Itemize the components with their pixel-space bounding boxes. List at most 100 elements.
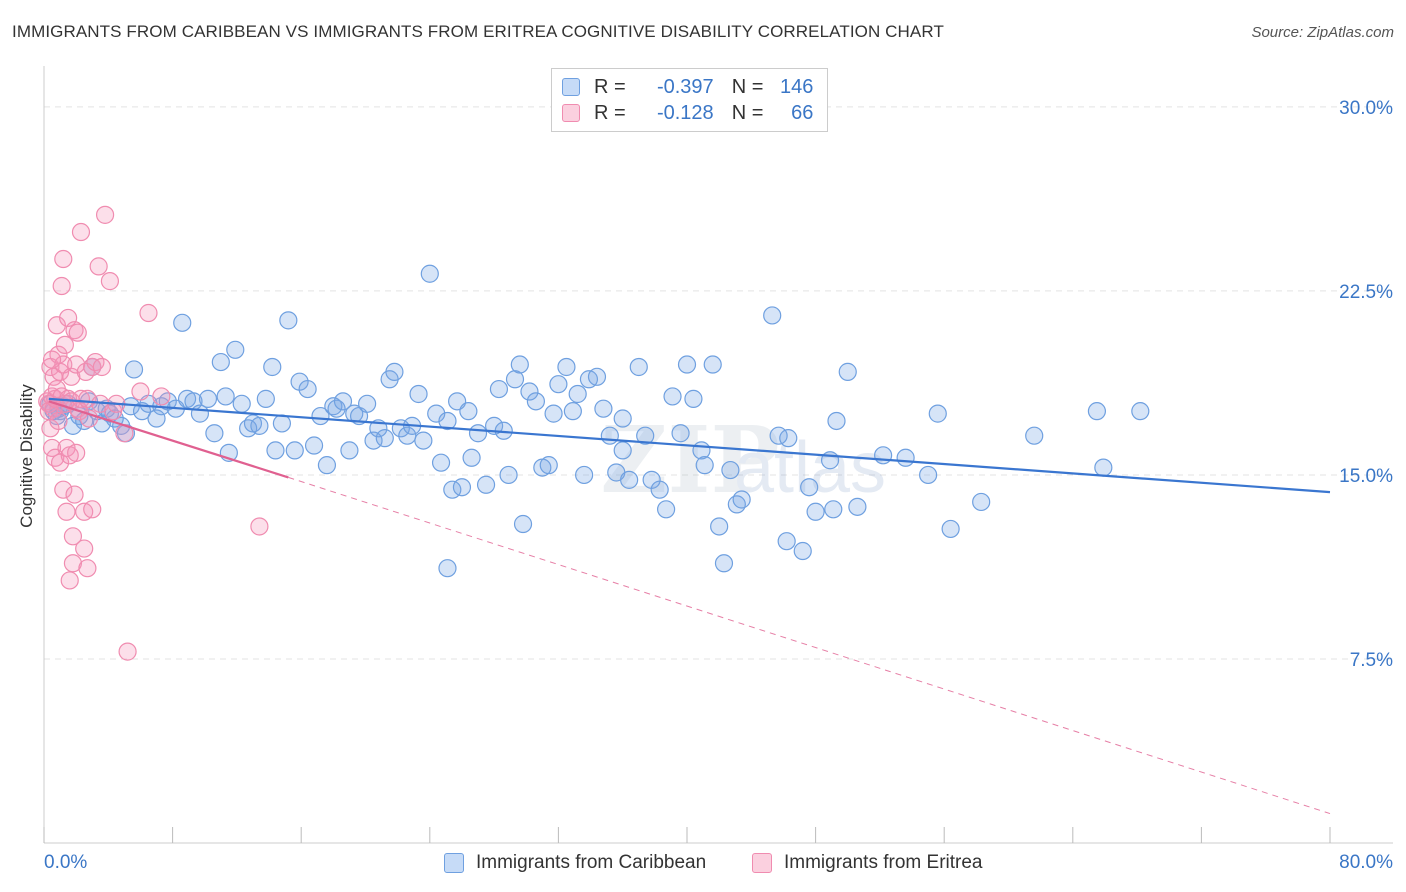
caribbean-points xyxy=(41,264,1150,578)
eritrea-point xyxy=(250,517,269,536)
caribbean-point xyxy=(703,355,722,374)
caribbean-point xyxy=(1094,458,1113,477)
caribbean-point xyxy=(721,460,740,480)
caribbean-point xyxy=(613,409,632,428)
caribbean-point xyxy=(340,441,359,460)
caribbean-point xyxy=(285,441,304,460)
caribbean-point xyxy=(838,362,857,381)
eritrea-swatch xyxy=(752,853,772,873)
caribbean-point xyxy=(824,500,843,519)
legend-n-value: 66 xyxy=(791,101,814,124)
caribbean-point xyxy=(468,424,488,443)
eritrea-point xyxy=(54,480,73,499)
eritrea-trend-extension xyxy=(288,476,1331,815)
caribbean-point xyxy=(1025,426,1044,445)
caribbean-point xyxy=(827,411,846,431)
caribbean-point xyxy=(710,517,729,536)
caribbean-point xyxy=(1131,402,1150,421)
caribbean-point xyxy=(779,429,798,448)
x-tick-min: 0.0% xyxy=(44,852,88,873)
caribbean-point xyxy=(256,389,275,408)
caribbean-point xyxy=(304,436,324,455)
caribbean-point xyxy=(489,379,509,399)
caribbean-point xyxy=(333,392,353,411)
caribbean-point xyxy=(539,456,558,475)
caribbean-point xyxy=(324,397,343,416)
y-tick-label: 30.0% xyxy=(1339,98,1393,119)
eritrea-point xyxy=(95,205,115,224)
caribbean-point xyxy=(124,360,144,379)
eritrea-point xyxy=(65,485,84,504)
caribbean-point xyxy=(663,387,682,406)
caribbean-point xyxy=(173,313,192,332)
caribbean-point xyxy=(848,497,867,516)
eritrea-point xyxy=(118,642,137,661)
caribbean-point xyxy=(438,411,457,431)
legend-r-label: R = xyxy=(594,101,626,124)
eritrea-point xyxy=(152,387,171,406)
caribbean-point xyxy=(311,406,330,426)
caribbean-point xyxy=(513,514,533,534)
caribbean-point xyxy=(358,394,377,413)
eritrea-point xyxy=(71,389,91,408)
caribbean-point xyxy=(919,465,938,485)
legend-r-label: R = xyxy=(594,75,626,98)
caribbean-point xyxy=(205,424,224,443)
caribbean-point xyxy=(695,456,714,475)
caribbean-point xyxy=(657,500,676,519)
legend-n-label: N = xyxy=(731,75,764,98)
caribbean-point xyxy=(557,357,576,377)
eritrea-point xyxy=(55,335,74,355)
eritrea-point xyxy=(92,357,111,377)
y-tick-label: 15.0% xyxy=(1339,466,1393,487)
eritrea-trend-line xyxy=(48,400,289,479)
caribbean-point xyxy=(793,541,812,561)
caribbean-point xyxy=(600,426,619,445)
eritrea-point xyxy=(47,316,66,335)
legend-r-value: -0.397 xyxy=(656,75,714,98)
eritrea-swatch xyxy=(562,104,580,122)
caribbean-point xyxy=(375,429,394,448)
eritrea-point xyxy=(75,539,94,558)
caribbean-point xyxy=(499,465,518,485)
caribbean-point xyxy=(317,456,337,475)
source-label: Source: ZipAtlas.com xyxy=(1251,24,1394,41)
caribbean-point xyxy=(684,389,703,408)
eritrea-point xyxy=(52,276,71,296)
caribbean-point xyxy=(526,392,545,411)
caribbean-point xyxy=(476,475,496,494)
eritrea-point xyxy=(68,323,87,342)
eritrea-point xyxy=(42,350,62,369)
caribbean-point xyxy=(431,453,451,472)
eritrea-point xyxy=(60,571,79,590)
caribbean-point xyxy=(563,402,582,421)
caribbean-swatch xyxy=(562,78,580,96)
caribbean-point xyxy=(620,470,639,489)
caribbean-point xyxy=(510,355,529,374)
legend-row-caribbean: R = -0.397 N = 146 xyxy=(562,74,813,100)
caribbean-point xyxy=(462,448,481,467)
legend-row-eritrea: R = -0.128 N = 66 xyxy=(562,100,813,126)
caribbean-point xyxy=(250,416,269,435)
caribbean-point xyxy=(414,431,433,450)
series-legend: Immigrants from Caribbean Immigrants fro… xyxy=(0,852,1406,878)
x-tick-max: 80.0% xyxy=(1339,852,1393,873)
caribbean-point xyxy=(714,554,734,573)
eritrea-point xyxy=(100,272,120,291)
y-tick-label: 22.5% xyxy=(1339,282,1393,303)
caribbean-point xyxy=(972,492,991,512)
caribbean-point xyxy=(568,384,587,404)
caribbean-point xyxy=(941,519,960,539)
caribbean-point xyxy=(806,502,825,521)
stats-legend: R = -0.397 N = 146 R = -0.128 N = 66 xyxy=(551,68,828,132)
eritrea-point xyxy=(89,257,108,276)
eritrea-point xyxy=(67,443,86,462)
svg-text:atlas: atlas xyxy=(734,428,886,508)
caribbean-point xyxy=(198,389,218,408)
eritrea-point xyxy=(83,500,102,519)
caribbean-point xyxy=(263,357,282,377)
caribbean-point xyxy=(298,379,317,399)
caribbean-point xyxy=(520,382,539,401)
legend-n-label: N = xyxy=(731,101,764,124)
